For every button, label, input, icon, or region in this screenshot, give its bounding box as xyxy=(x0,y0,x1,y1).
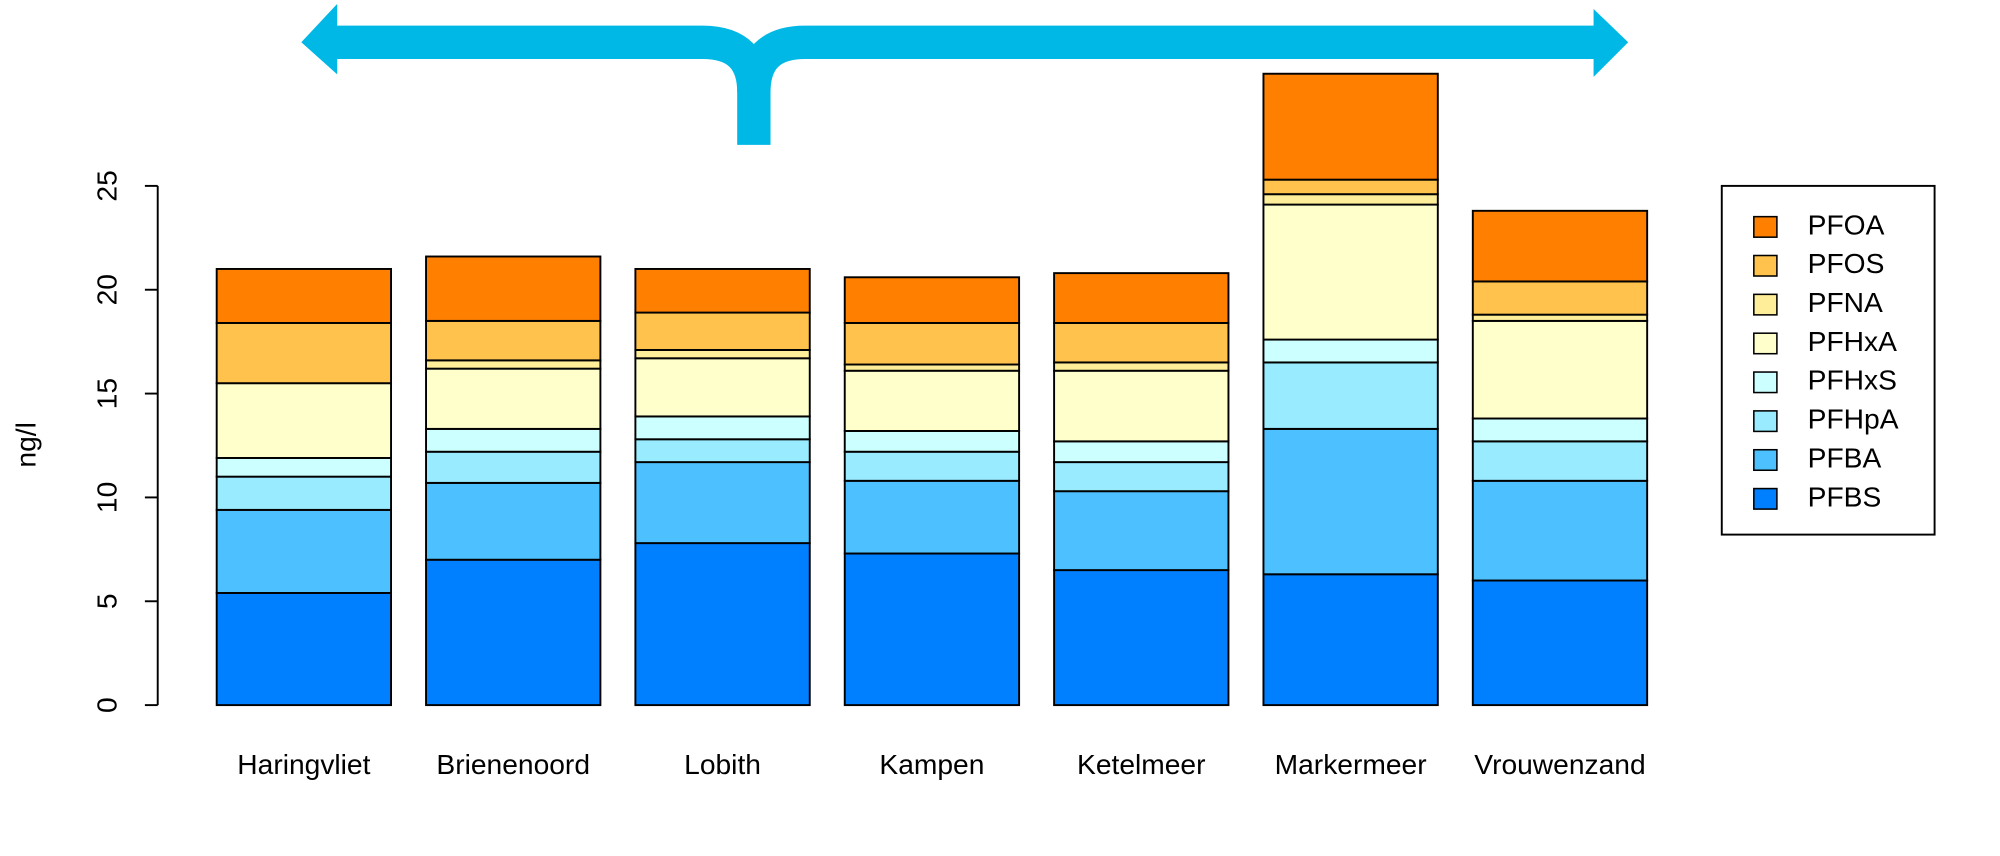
legend-swatch xyxy=(1753,332,1778,355)
bar-segment xyxy=(634,357,811,418)
bar-segment xyxy=(1262,573,1439,707)
bar-segment xyxy=(843,552,1021,707)
bar-segment xyxy=(425,558,602,707)
bar-segment xyxy=(1053,440,1230,464)
bar-segment xyxy=(1471,319,1649,420)
y-tick-label: 20 xyxy=(90,274,122,305)
bar-segment xyxy=(1262,203,1439,341)
legend-swatch xyxy=(1753,448,1778,472)
bar-segment xyxy=(1053,569,1230,707)
bar-segment xyxy=(1053,361,1230,372)
legend-label: PFOA xyxy=(1808,208,1885,240)
bar-segment xyxy=(634,461,811,545)
bar-segment xyxy=(425,319,602,362)
bar-segment xyxy=(843,369,1021,432)
bar-segment xyxy=(1262,427,1439,576)
bar-segment xyxy=(425,427,602,453)
arrow-shaft xyxy=(333,25,771,145)
bar-segment xyxy=(843,276,1021,324)
y-tick-label: 15 xyxy=(90,378,122,409)
legend-swatch xyxy=(1753,410,1778,433)
legend-label: PFNA xyxy=(1808,286,1883,318)
legend-label: PFHxS xyxy=(1808,364,1897,396)
y-tick-label: 0 xyxy=(90,697,122,713)
bar-segment xyxy=(1262,338,1439,364)
arrow-head xyxy=(1593,8,1629,77)
bar-segment xyxy=(215,268,393,324)
x-tick-label: Markermeer xyxy=(1275,748,1427,780)
arrow-head xyxy=(301,3,338,75)
bar-segment xyxy=(843,450,1021,482)
bar-segment xyxy=(634,542,811,707)
x-tick-label: Ketelmeer xyxy=(1077,748,1205,780)
legend-swatch xyxy=(1753,254,1778,277)
x-tick-label: Vrouwenzand xyxy=(1474,748,1645,780)
bar-segment xyxy=(1053,272,1230,324)
bar-segment xyxy=(1471,440,1649,482)
y-axis-label: ng/l xyxy=(10,422,42,467)
bar-segment xyxy=(843,429,1021,453)
bar-segment xyxy=(1262,178,1439,196)
x-tick-label: Brienenoord xyxy=(436,748,590,780)
bracket-arrow xyxy=(301,3,1629,145)
bar-segment xyxy=(425,481,602,561)
bar-segment xyxy=(634,268,811,314)
bar-segment xyxy=(1471,479,1649,582)
bar-segment xyxy=(843,322,1021,366)
bar-segment xyxy=(1053,322,1230,364)
bar-segment xyxy=(1053,490,1230,572)
legend-label: PFOS xyxy=(1808,247,1885,279)
bar-segment xyxy=(215,322,393,385)
bar-segment xyxy=(1471,280,1649,316)
bar-segment xyxy=(843,479,1021,555)
bar-segment xyxy=(425,255,602,322)
legend-box xyxy=(1720,184,1936,536)
bar-segment xyxy=(215,475,393,511)
bar-segment xyxy=(1053,461,1230,493)
y-tick-label: 5 xyxy=(90,593,122,609)
arrow-shaft xyxy=(737,25,1598,94)
x-tick-label: Haringvliet xyxy=(237,748,370,780)
y-tick-label: 10 xyxy=(90,482,122,513)
bar-segment xyxy=(1471,417,1649,443)
x-tick-label: Lobith xyxy=(684,748,761,780)
bar-segment xyxy=(634,311,811,351)
bar-segment xyxy=(215,591,393,707)
legend-swatch xyxy=(1753,293,1778,316)
legend-swatch xyxy=(1753,371,1778,394)
y-tick-label: 25 xyxy=(90,170,122,201)
bar-segment xyxy=(215,456,393,478)
bar-segment xyxy=(1262,72,1439,181)
bar-segment xyxy=(1262,361,1439,430)
legend-swatch xyxy=(1753,215,1778,238)
legend-label: PFHpA xyxy=(1808,403,1899,435)
bar-segment xyxy=(634,349,811,360)
bar-segment xyxy=(634,415,811,441)
bar-segment xyxy=(215,382,393,459)
legend-label: PFBS xyxy=(1808,480,1882,512)
bar-segment xyxy=(425,359,602,370)
bar-segment xyxy=(634,438,811,464)
legend-label: PFBA xyxy=(1808,441,1882,473)
bar-segment xyxy=(1262,193,1439,206)
bar-segment xyxy=(1053,369,1230,443)
bar-segment xyxy=(425,367,602,430)
legend-swatch xyxy=(1753,487,1778,510)
bar-segment xyxy=(1471,579,1649,707)
bar-segment xyxy=(425,450,602,484)
x-tick-label: Kampen xyxy=(879,748,984,780)
legend-label: PFHxA xyxy=(1808,325,1897,357)
bar-segment xyxy=(1471,209,1649,283)
bar-segment xyxy=(215,508,393,594)
